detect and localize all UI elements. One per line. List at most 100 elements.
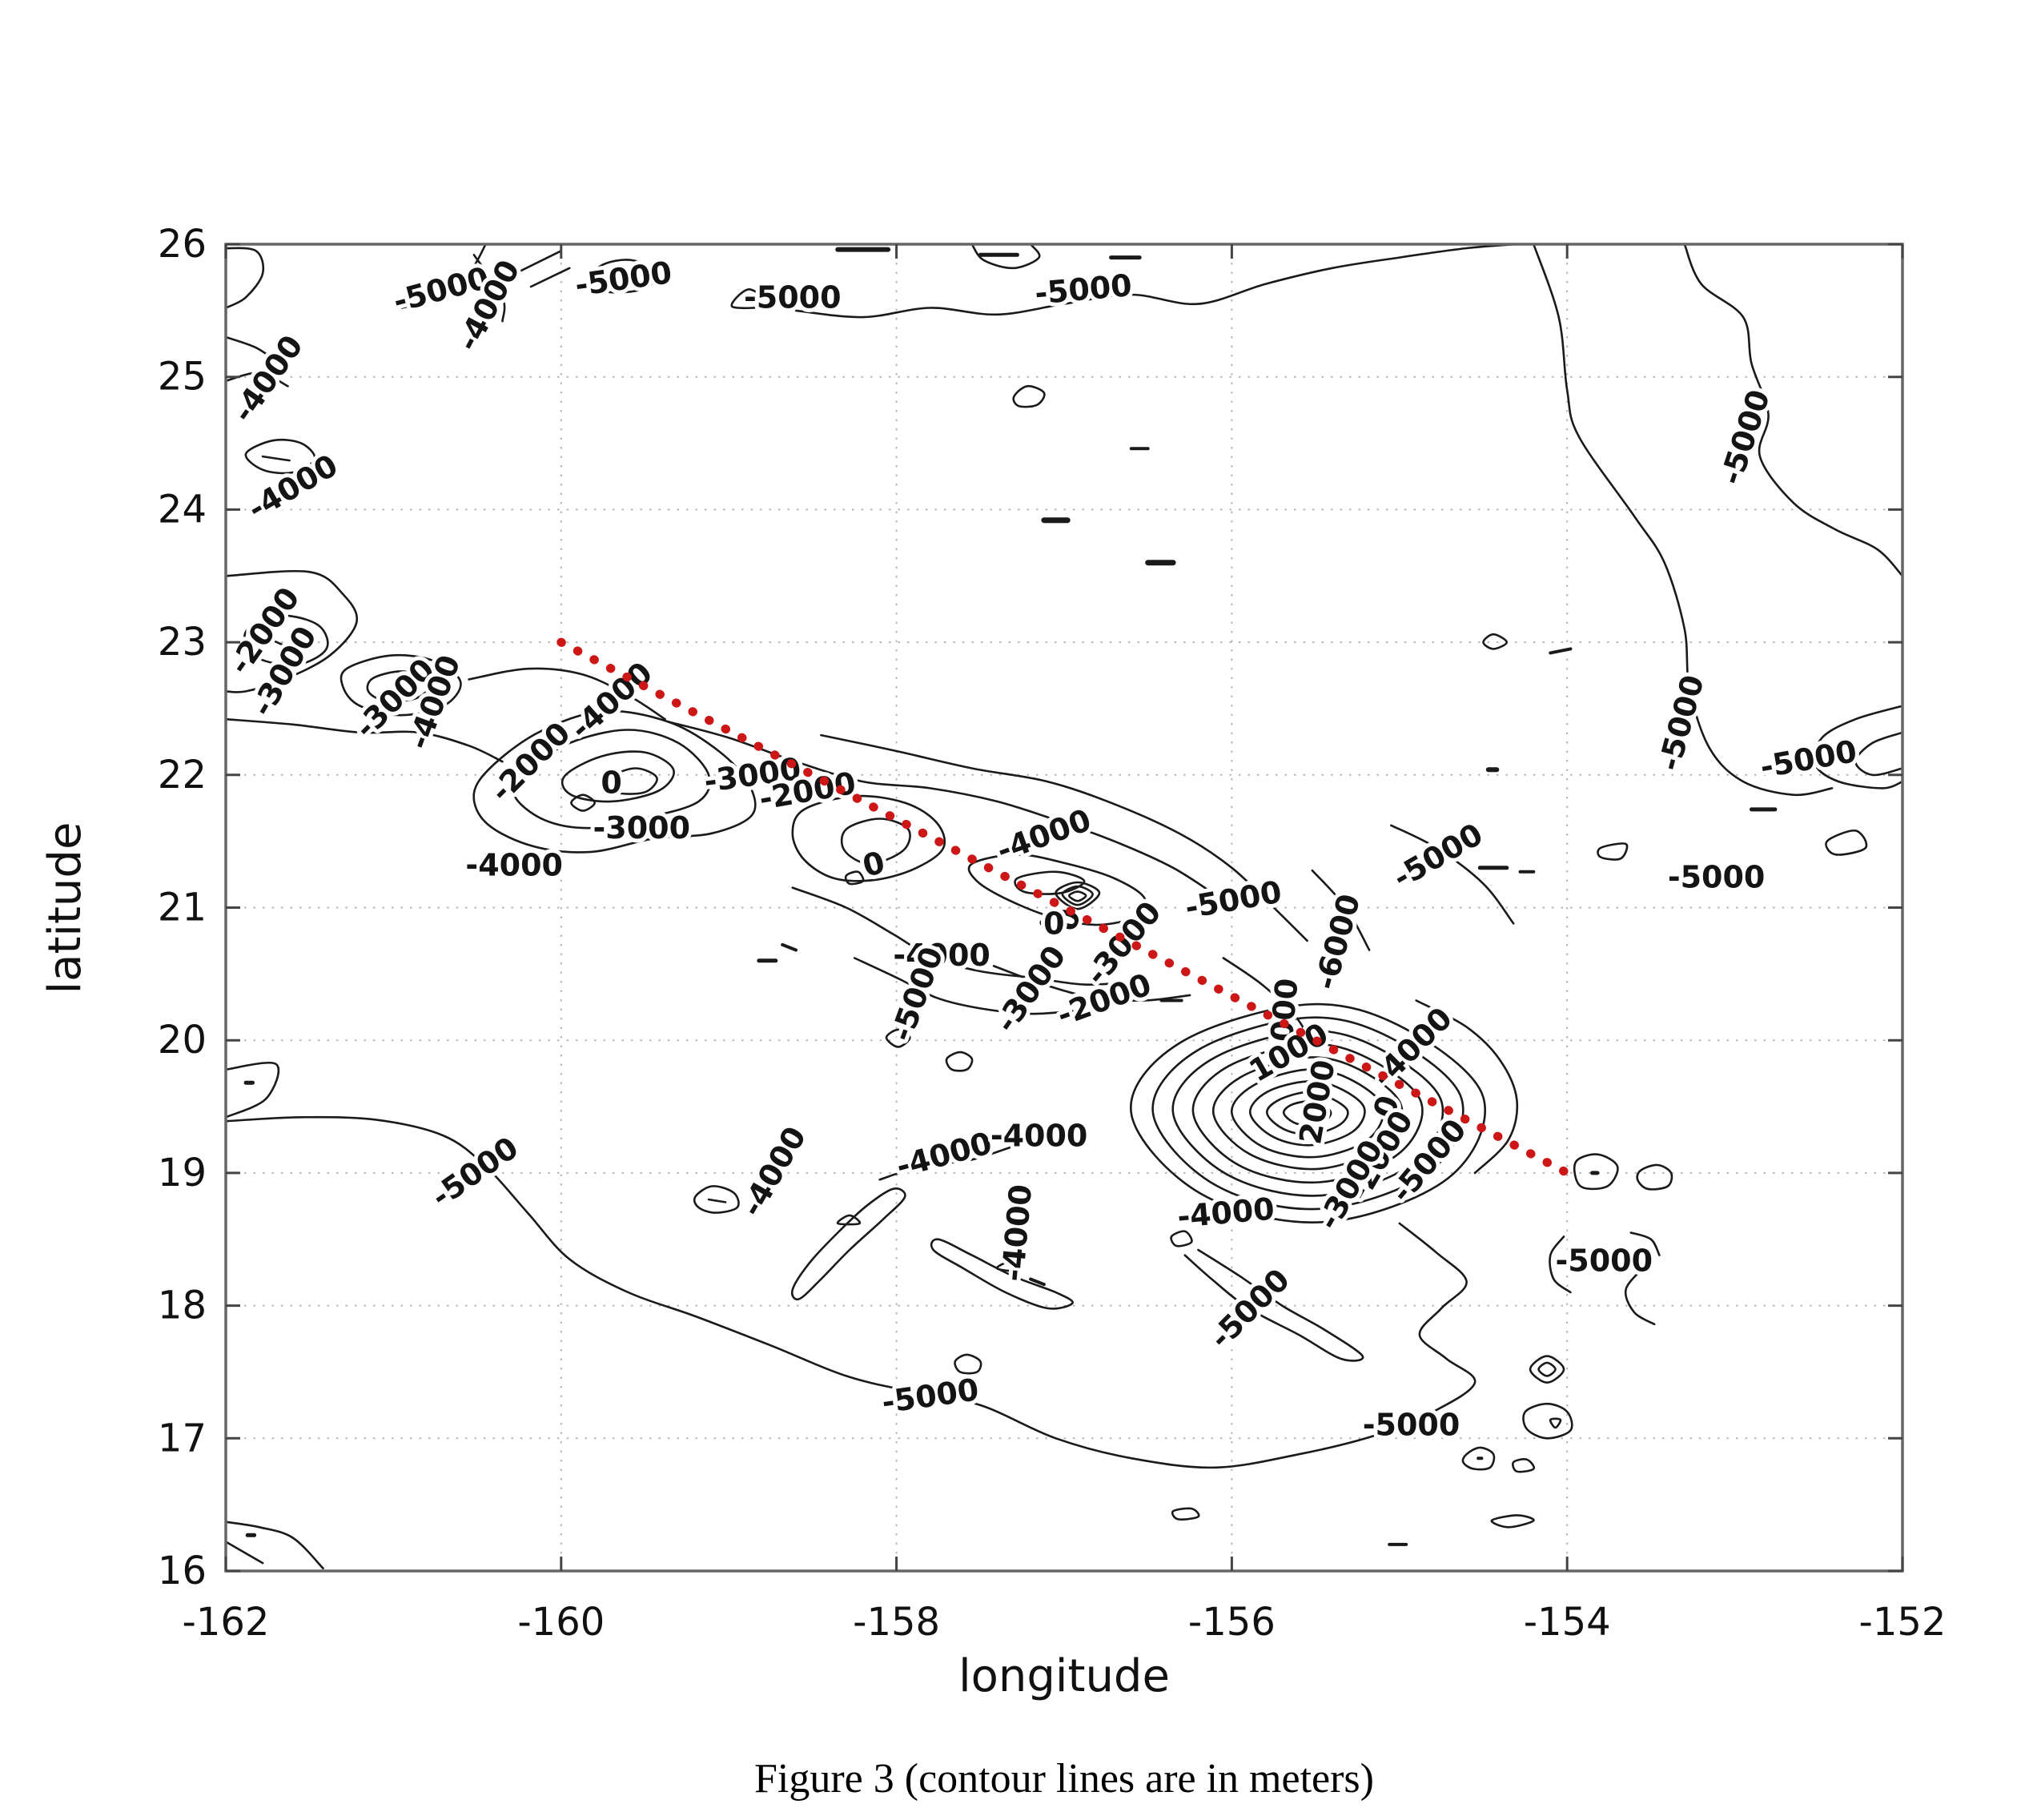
contour-line: [854, 957, 1074, 1015]
contour-line: [1068, 890, 1087, 902]
x-tick-label: -156: [1188, 1600, 1276, 1645]
contour-line: [820, 733, 1308, 942]
contour-label: -4000: [990, 1119, 1088, 1154]
contour-line: [224, 717, 504, 763]
contour-line: [605, 767, 658, 795]
contour-line: [1170, 1230, 1193, 1247]
contour-line: [1683, 243, 1904, 577]
contour-line: [1390, 824, 1515, 925]
contour-line: [930, 1238, 1074, 1310]
contour-line: [791, 1187, 906, 1301]
contour-line: [1573, 1153, 1619, 1191]
tick-labels: -162 -160 -158 -156 -154 -152 16 17 18 19 20 21 22 23…: [158, 222, 1947, 1645]
y-tick-label: 22: [158, 753, 207, 798]
contour-line: [261, 455, 291, 462]
contour-line: [1415, 999, 1519, 1175]
contour-line: [1151, 1016, 1464, 1211]
contour-line: [693, 1185, 740, 1214]
contour-label: 0: [1043, 906, 1064, 941]
y-axis-label: latitude: [39, 822, 91, 994]
contour-line: [840, 818, 911, 866]
contour-line: [836, 1214, 862, 1226]
transect-line: [556, 637, 1572, 1178]
y-tick-label: 16: [158, 1549, 207, 1593]
contour-line: [1029, 1277, 1046, 1287]
contour-line: [1014, 870, 1086, 895]
contour-line: [224, 335, 281, 365]
y-tick-label: 17: [158, 1416, 207, 1460]
contour-line: [970, 243, 1041, 270]
contour-line: [1624, 1267, 1656, 1326]
x-tick-label: -154: [1524, 1600, 1611, 1645]
contour-label: -3000: [593, 810, 691, 846]
contour-line: [1231, 1068, 1385, 1159]
contour-line: [1482, 633, 1509, 650]
contour-line: [878, 1135, 1066, 1181]
contour-line: [967, 853, 1147, 926]
contour-label: -4000: [465, 848, 563, 883]
y-tick-label: 21: [158, 886, 207, 930]
y-tick-label: 23: [158, 620, 207, 665]
contour-line: [506, 250, 563, 279]
contour-line: [224, 1521, 324, 1569]
contour-line: [1212, 1056, 1404, 1171]
contour-line: [1282, 1100, 1332, 1127]
contour-line: [707, 1198, 727, 1203]
contour-line: [1171, 1030, 1444, 1197]
contour-line: [1512, 1458, 1535, 1473]
contour-label: -5000: [1363, 1408, 1460, 1443]
contour-label: -5000: [1668, 859, 1766, 894]
contour-line: [1529, 1355, 1565, 1384]
contour-line: [1461, 1446, 1496, 1471]
contour-line: [512, 729, 711, 830]
contour-line: [730, 287, 771, 310]
contour-line: [224, 1541, 264, 1565]
contour-line: [472, 254, 506, 323]
contour-line: [400, 243, 487, 309]
grid-lines: [226, 244, 1902, 1571]
contour-line: [1549, 1417, 1562, 1429]
contour-line: [794, 243, 1518, 319]
contour-line: [1061, 885, 1094, 906]
contour-line: [1055, 881, 1101, 910]
contour-label: -4000: [893, 938, 990, 973]
contour-line: [560, 750, 675, 803]
y-tick-label: 25: [158, 355, 207, 400]
contour-line: [791, 794, 946, 882]
contour-line: [570, 793, 596, 812]
contour-line: [1130, 1002, 1487, 1223]
contour-line: [224, 1115, 1477, 1469]
contour-line: [667, 721, 1219, 898]
contour-line: [468, 667, 666, 721]
x-tick-label: -162: [183, 1600, 270, 1645]
contour-line: [885, 1028, 911, 1048]
contour-line: [1549, 647, 1573, 655]
contour-line: [1537, 1361, 1557, 1377]
contour-line: [1813, 705, 1904, 789]
contour-line: [1191, 1043, 1424, 1184]
contour-line: [781, 942, 798, 952]
y-tick-label: 26: [158, 222, 207, 267]
contour-line: [995, 1260, 1023, 1273]
contour-line: [1522, 1402, 1573, 1440]
x-tick-label: -152: [1859, 1600, 1947, 1645]
contour-line: [529, 267, 571, 288]
contour-line: [1266, 1091, 1349, 1136]
x-tick-label: -160: [517, 1600, 605, 1645]
contour-line: [1012, 384, 1046, 408]
contour-line: [1183, 1248, 1364, 1362]
contour-line: [224, 569, 359, 693]
y-tick-label: 20: [158, 1018, 207, 1063]
contour-line: [1490, 1514, 1535, 1529]
contour-line: [244, 438, 316, 475]
contour-label: -4000: [1176, 1191, 1276, 1234]
contour-line: [339, 653, 462, 717]
y-tick-label: 24: [158, 487, 207, 532]
contour-line: [992, 965, 1191, 1002]
contour-line: [1311, 869, 1371, 951]
contour-line: [1825, 830, 1868, 856]
contour-line: [1549, 1235, 1572, 1294]
x-tick-label: -158: [853, 1600, 940, 1645]
contour-label: -5000: [1556, 1243, 1653, 1278]
